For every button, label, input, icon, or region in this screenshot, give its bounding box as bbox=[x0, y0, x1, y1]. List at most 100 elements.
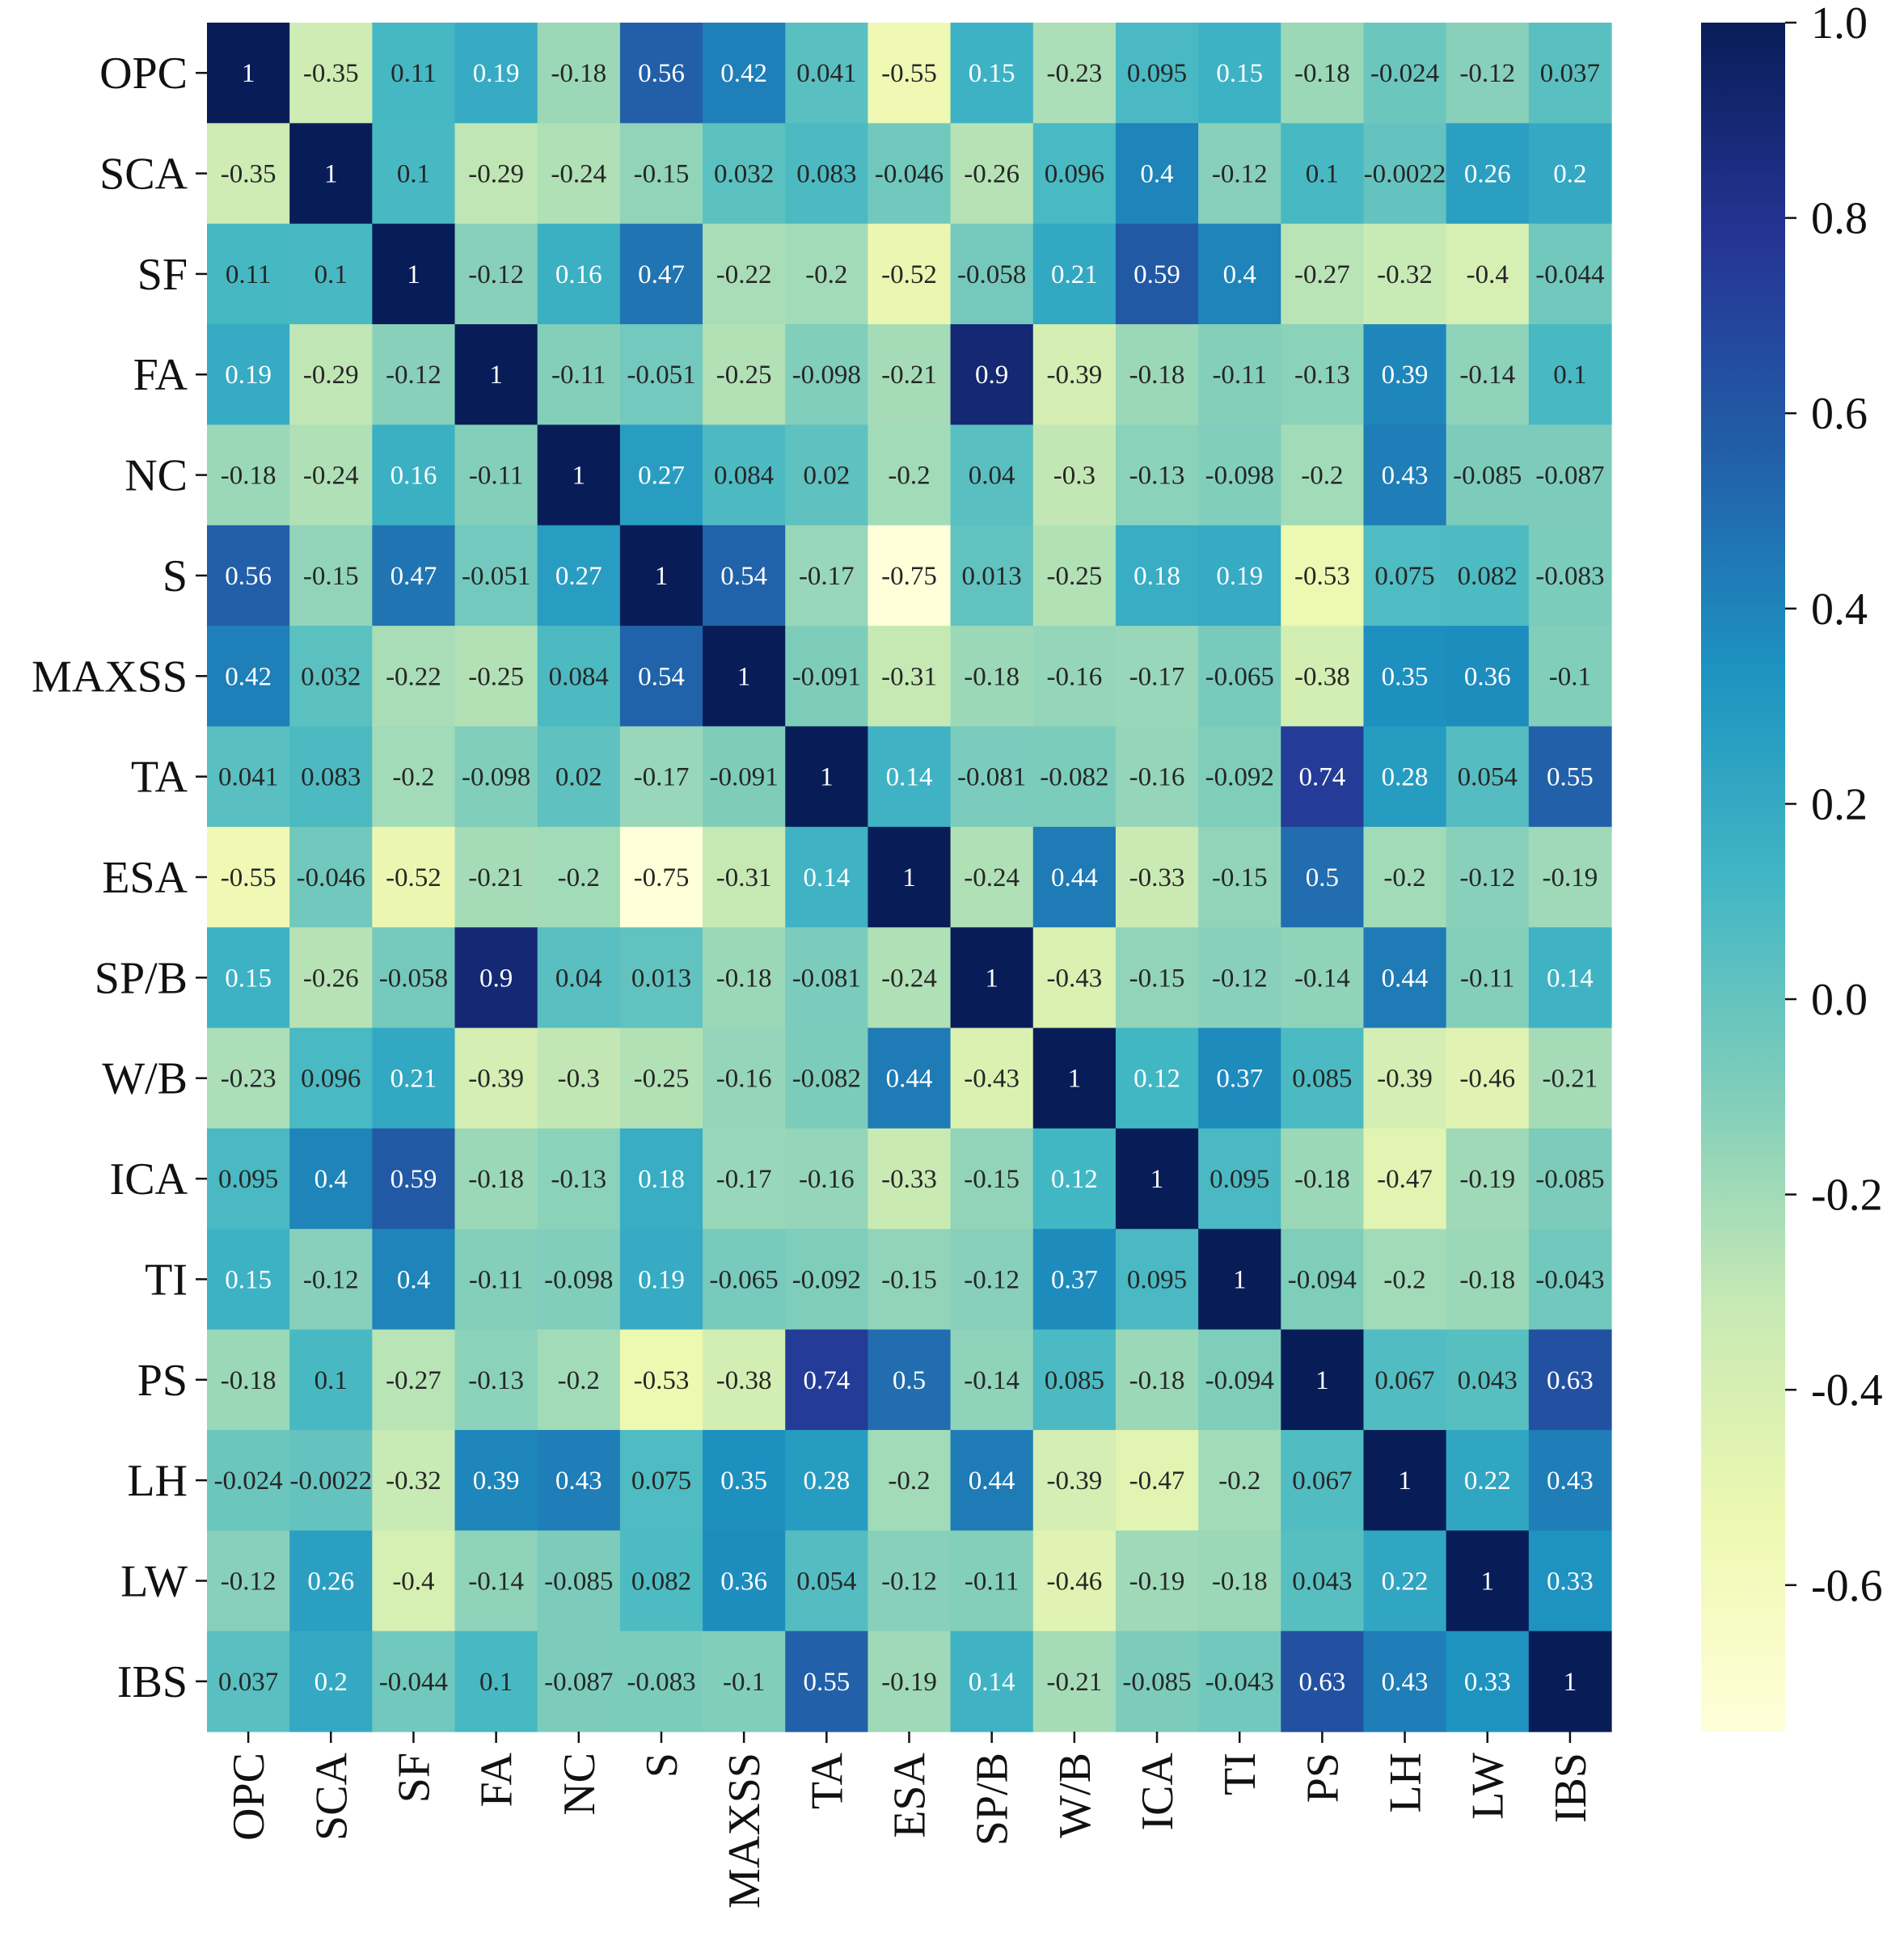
cell-value-label: -0.18 bbox=[1212, 1567, 1268, 1596]
cell-value-label: 1 bbox=[489, 361, 503, 390]
colorbar-tick-label: 0.8 bbox=[1811, 194, 1868, 244]
cell-value-label: -0.4 bbox=[1467, 260, 1509, 289]
cell-value-label: -0.024 bbox=[1370, 59, 1439, 88]
heatmap-cell bbox=[537, 1530, 621, 1632]
heatmap-cell bbox=[950, 1631, 1034, 1732]
heatmap-cell bbox=[950, 424, 1034, 526]
heatmap-cell bbox=[372, 826, 456, 928]
heatmap-cell bbox=[1115, 23, 1199, 124]
heatmap-cell bbox=[1281, 525, 1365, 627]
heatmap-cell bbox=[289, 927, 373, 1029]
row-tick-label: SP/B bbox=[95, 953, 188, 1003]
cell-value-label: -0.13 bbox=[1294, 361, 1350, 390]
cell-value-label: 0.26 bbox=[1464, 160, 1511, 189]
heatmap-cell bbox=[289, 1229, 373, 1331]
cell-value-label: -0.19 bbox=[1129, 1567, 1185, 1596]
column-tick-label: LH bbox=[1381, 1753, 1431, 1813]
cell-value-label: 0.084 bbox=[714, 462, 774, 491]
column-labels: OPC SCA SF FA NC S MAXSS TA ESA SP/B W/B ICA TI PS LH L… bbox=[224, 1732, 1596, 1909]
cell-value-label: 0.1 bbox=[397, 160, 430, 189]
column-tick-label: ICA bbox=[1133, 1752, 1183, 1830]
heatmap-cell bbox=[619, 1631, 703, 1732]
heatmap-cell bbox=[454, 927, 538, 1029]
heatmap-cell bbox=[1446, 1631, 1530, 1732]
heatmap-cell bbox=[454, 1027, 538, 1129]
cell-value-label: 0.2 bbox=[1553, 160, 1586, 189]
row-tick-label: OPC bbox=[99, 49, 188, 99]
cell-value-label: -0.26 bbox=[964, 160, 1020, 189]
cell-value-label: -0.044 bbox=[379, 1668, 448, 1697]
cell-value-label: 0.43 bbox=[1382, 1668, 1429, 1697]
heatmap-cell bbox=[1198, 1027, 1281, 1129]
column-tick-label: SCA bbox=[306, 1752, 357, 1840]
heatmap-cell bbox=[372, 927, 456, 1029]
cell-value-label: -0.52 bbox=[386, 863, 441, 892]
heatmap-cell bbox=[289, 23, 373, 124]
heatmap-cell bbox=[1446, 1128, 1530, 1230]
cell-value-label: -0.18 bbox=[1129, 361, 1185, 390]
cell-value-label: 0.095 bbox=[1127, 1265, 1187, 1294]
heatmap-cell bbox=[950, 1429, 1034, 1531]
row-tick-label: TI bbox=[145, 1255, 188, 1305]
cell-value-label: -0.19 bbox=[1459, 1165, 1515, 1194]
cell-value-label: -0.0022 bbox=[289, 1466, 372, 1496]
cell-value-label: 0.54 bbox=[720, 562, 767, 591]
heatmap-cell bbox=[619, 1429, 703, 1531]
heatmap-cell bbox=[1032, 1229, 1117, 1331]
heatmap-cell bbox=[619, 726, 703, 828]
cell-value-label: -0.087 bbox=[1535, 462, 1604, 491]
cell-value-label: 0.27 bbox=[555, 562, 602, 591]
heatmap-cell bbox=[207, 424, 290, 526]
heatmap-cell bbox=[619, 123, 703, 225]
heatmap-cell bbox=[950, 826, 1034, 928]
cell-value-label: 0.04 bbox=[555, 964, 602, 993]
cell-value-label: 0.19 bbox=[225, 361, 272, 390]
row-tick-label: LH bbox=[127, 1456, 188, 1506]
heatmap-cell bbox=[703, 1329, 786, 1431]
cell-value-label: -0.083 bbox=[627, 1668, 695, 1697]
heatmap-cell bbox=[785, 223, 869, 325]
row-tick-label: ICA bbox=[110, 1154, 188, 1205]
heatmap-cell bbox=[1115, 726, 1199, 828]
heatmap-cell bbox=[1446, 223, 1530, 325]
cell-value-label: -0.15 bbox=[634, 160, 690, 189]
cell-value-label: -0.12 bbox=[1212, 160, 1268, 189]
heatmap-cell bbox=[289, 324, 373, 426]
cell-value-label: -0.083 bbox=[1535, 562, 1604, 591]
heatmap-cell bbox=[1446, 324, 1530, 426]
cell-value-label: -0.29 bbox=[468, 160, 524, 189]
heatmap-cell bbox=[1363, 23, 1447, 124]
cell-value-label: -0.21 bbox=[881, 361, 937, 390]
heatmap-cell bbox=[1528, 1329, 1612, 1431]
cell-value-label: -0.085 bbox=[1535, 1165, 1604, 1194]
cell-value-label: 0.041 bbox=[218, 763, 278, 792]
heatmap-cell bbox=[868, 1329, 952, 1431]
cell-value-label: 0.14 bbox=[969, 1668, 1015, 1697]
column-tick-label: NC bbox=[555, 1753, 605, 1816]
heatmap-cell bbox=[1198, 424, 1281, 526]
cell-value-label: -0.11 bbox=[551, 361, 606, 390]
cell-value-label: -0.75 bbox=[634, 863, 690, 892]
cell-value-label: 0.075 bbox=[1374, 562, 1434, 591]
heatmap-cell bbox=[868, 1530, 952, 1632]
heatmap-cell bbox=[454, 223, 538, 325]
colorbar-tick-label: -0.4 bbox=[1811, 1365, 1883, 1416]
cell-value-label: -0.094 bbox=[1288, 1265, 1357, 1294]
heatmap-cell bbox=[372, 123, 456, 225]
heatmap-cell bbox=[1281, 123, 1365, 225]
heatmap-cell bbox=[703, 223, 786, 325]
heatmap-cell bbox=[372, 1128, 456, 1230]
cell-value-label: 0.27 bbox=[638, 462, 685, 491]
heatmap-cell bbox=[619, 626, 703, 728]
heatmap-cell bbox=[207, 324, 290, 426]
cell-value-label: 0.082 bbox=[1458, 562, 1518, 591]
cell-value-label: 0.067 bbox=[1374, 1366, 1434, 1395]
heatmap-cell bbox=[785, 927, 869, 1029]
cell-value-label: 0.14 bbox=[886, 763, 933, 792]
cell-value-label: -0.18 bbox=[964, 662, 1020, 691]
heatmap-cell bbox=[1032, 1027, 1117, 1129]
cell-value-label: 1 bbox=[1068, 1065, 1082, 1094]
cell-value-label: 0.095 bbox=[1127, 59, 1187, 88]
cell-value-label: -0.52 bbox=[881, 260, 937, 289]
